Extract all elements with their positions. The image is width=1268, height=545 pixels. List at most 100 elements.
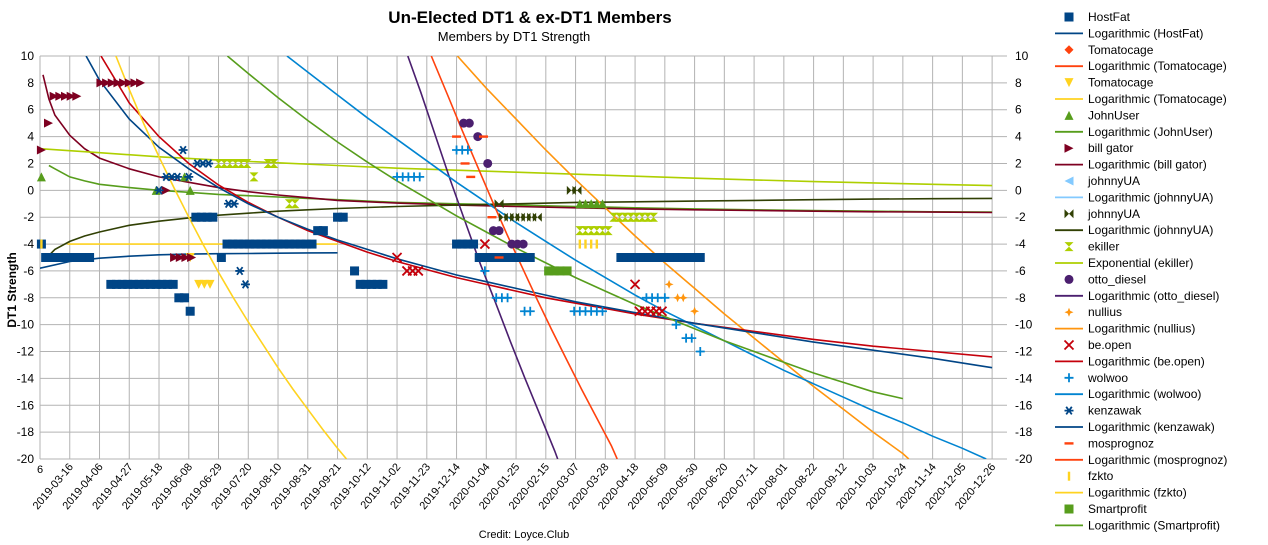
point-ekiller xyxy=(637,212,647,222)
point-kenzawak xyxy=(240,280,250,289)
y-tick-label-right: -4 xyxy=(1015,237,1026,251)
point-ekiller xyxy=(219,158,229,168)
point-fzkto xyxy=(589,239,593,249)
point-bill-gator xyxy=(66,91,76,101)
point-hostfat xyxy=(667,253,677,262)
point-hostfat xyxy=(262,239,272,249)
point-be-open xyxy=(629,279,641,290)
point-hostfat xyxy=(239,239,249,249)
point-hostfat xyxy=(301,239,311,249)
point-hostfat xyxy=(480,253,490,262)
point-hostfat xyxy=(503,253,513,262)
legend-marker-kenzawak xyxy=(1064,406,1074,415)
point-ekiller xyxy=(597,226,607,236)
point-hostfat xyxy=(112,279,122,289)
point-hostfat xyxy=(56,253,66,262)
legend-label-logarithmic-johnnyua: Logarithmic (johnnyUA) xyxy=(1088,190,1213,204)
point-hostfat xyxy=(367,279,377,289)
legend-marker-bill-gator xyxy=(1064,143,1074,153)
point-ekiller xyxy=(263,158,273,168)
point-ekiller xyxy=(626,212,636,222)
point-ekiller xyxy=(284,199,294,209)
point-kenzawak xyxy=(178,145,188,155)
chart-title: Un-Elected DT1 & ex-DT1 Members xyxy=(388,8,671,27)
point-hostfat xyxy=(690,253,700,262)
point-otto-diesel xyxy=(518,239,528,249)
point-hostfat xyxy=(520,253,530,262)
point-hostfat xyxy=(168,279,178,289)
point-johnnyua xyxy=(494,199,504,209)
y-tick-label-right: -6 xyxy=(1015,264,1026,278)
point-hostfat xyxy=(62,253,72,262)
point-bill-gator xyxy=(55,91,65,101)
legend-marker-be-open xyxy=(1063,339,1075,351)
point-mosprognoz xyxy=(487,216,497,219)
point-ekiller xyxy=(269,158,279,168)
point-hostfat xyxy=(622,253,632,262)
legend-label-tomatocage: Tomatocage xyxy=(1088,43,1154,57)
point-bill-gator xyxy=(44,118,54,128)
legend-label-logarithmic-mosprognoz: Logarithmic (mosprognoz) xyxy=(1088,453,1227,467)
point-smartprofit xyxy=(549,266,559,276)
legend-label-bill-gator: bill gator xyxy=(1088,141,1133,155)
point-ekiller xyxy=(580,226,590,236)
point-hostfat xyxy=(525,253,535,262)
point-hostfat xyxy=(191,212,201,222)
point-ekiller xyxy=(236,158,246,168)
legend-label-logarithmic-johnuser: Logarithmic (JohnUser) xyxy=(1088,125,1213,139)
legend-marker-smartprofit xyxy=(1064,504,1074,514)
y-tick-label: 0 xyxy=(27,183,34,197)
point-hostfat xyxy=(633,253,643,262)
point-hostfat xyxy=(134,279,144,289)
y-tick-label: -20 xyxy=(17,452,35,466)
point-tomatocage xyxy=(194,279,204,289)
point-hostfat xyxy=(51,253,61,262)
point-hostfat xyxy=(106,279,116,289)
point-mosprognoz xyxy=(494,256,504,259)
point-ekiller xyxy=(242,158,252,168)
point-hostfat xyxy=(180,293,190,303)
point-ekiller xyxy=(249,172,259,182)
point-ekiller xyxy=(609,212,619,222)
y-tick-label: 10 xyxy=(21,49,35,63)
legend-marker-nullius xyxy=(1064,307,1074,317)
y-tick-label-right: 6 xyxy=(1015,103,1022,117)
point-ekiller xyxy=(643,212,653,222)
point-ekiller xyxy=(290,199,300,209)
point-hostfat xyxy=(452,239,462,249)
point-wolwoo xyxy=(415,172,425,182)
point-bill-gator xyxy=(72,91,82,101)
y-tick-label-right: -10 xyxy=(1015,318,1033,332)
point-nullius xyxy=(690,306,700,316)
point-fzkto xyxy=(595,239,599,249)
point-fzkto xyxy=(584,239,587,249)
y-tick-label-right: -14 xyxy=(1015,371,1033,385)
legend-label-logarithmic-smartprofit: Logarithmic (Smartprofit) xyxy=(1088,518,1220,532)
point-ekiller xyxy=(225,158,235,168)
point-bill-gator xyxy=(187,253,197,262)
y-tick-label: -12 xyxy=(17,345,35,359)
y-tick-label-right: -12 xyxy=(1015,345,1033,359)
point-hostfat xyxy=(463,239,473,249)
point-kenzawak xyxy=(235,266,245,276)
data-markers xyxy=(36,78,705,357)
y-tick-label: -2 xyxy=(23,210,34,224)
legend-label-logarithmic-johnnyua: Logarithmic (johnnyUA) xyxy=(1088,223,1213,237)
point-johnuser xyxy=(597,199,607,209)
legend-marker-mosprognoz xyxy=(1064,442,1074,445)
point-hostfat xyxy=(202,212,212,222)
point-hostfat xyxy=(378,279,388,289)
y-tick-label: 8 xyxy=(27,76,34,90)
point-hostfat xyxy=(469,239,479,249)
point-hostfat xyxy=(123,279,133,289)
trendline-logarithmic-wolwoo xyxy=(286,56,987,459)
legend-label-logarithmic-tomatocage: Logarithmic (Tomatocage) xyxy=(1088,59,1227,73)
legend-label-exponential-ekiller: Exponential (ekiller) xyxy=(1088,256,1193,270)
y-tick-label: -14 xyxy=(17,371,35,385)
point-ekiller xyxy=(620,212,630,222)
point-ekiller xyxy=(631,212,641,222)
legend-label-johnuser: JohnUser xyxy=(1088,108,1139,122)
legend-label-logarithmic-bill-gator: Logarithmic (bill gator) xyxy=(1088,158,1207,172)
point-hostfat xyxy=(208,212,218,222)
y-axis-title: DT1 Strength xyxy=(5,252,19,327)
